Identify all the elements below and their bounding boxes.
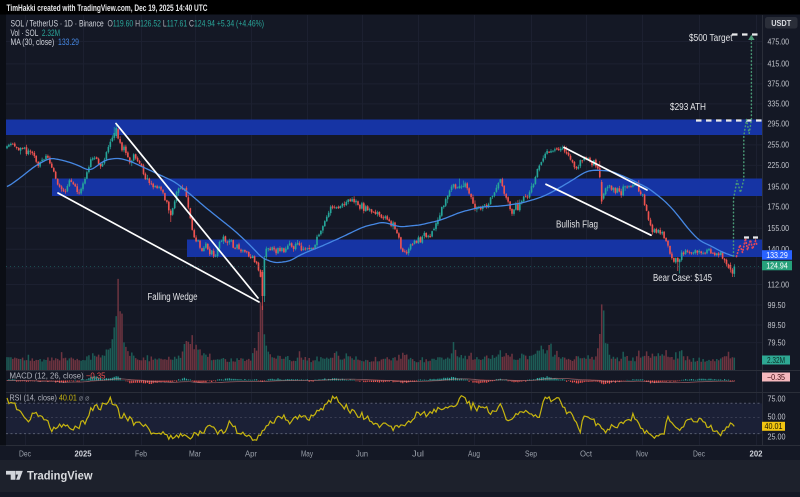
svg-text:124.94: 124.94 [766, 261, 788, 270]
svg-text:Dec: Dec [19, 449, 31, 458]
svg-text:USDT: USDT [771, 19, 791, 28]
svg-text:225.00: 225.00 [768, 161, 790, 170]
svg-text:MA (30, close) 133.29: MA (30, close) 133.29 [11, 37, 80, 47]
svg-text:75.00: 75.00 [768, 394, 787, 403]
svg-text:Jul: Jul [412, 449, 424, 458]
svg-text:79.50: 79.50 [768, 338, 787, 347]
svg-text:Falling Wedge: Falling Wedge [148, 292, 198, 303]
svg-text:SOL / TetherUS · 1D · Binance: SOL / TetherUS · 1D · Binance O119.60 H1… [11, 19, 265, 29]
svg-text:40.01: 40.01 [765, 422, 783, 431]
svg-text:335.00: 335.00 [768, 100, 790, 109]
svg-text:415.00: 415.00 [768, 60, 790, 69]
svg-text:Bullish Flag: Bullish Flag [556, 220, 598, 231]
svg-text:$293 ATH: $293 ATH [670, 102, 706, 113]
svg-text:MACD (12, 26, close) −0.35: MACD (12, 26, close) −0.35 [10, 372, 107, 381]
svg-text:$500 Target: $500 Target [689, 33, 733, 44]
svg-text:Vol · SOL 2.32M: Vol · SOL 2.32M [11, 28, 61, 38]
svg-text:Bear Case: $145: Bear Case: $145 [653, 273, 712, 284]
svg-text:RSI (14, close) 40.01 ⌀ ⌀: RSI (14, close) 40.01 ⌀ ⌀ [10, 394, 90, 403]
svg-text:Nov: Nov [636, 449, 648, 458]
svg-text:295.00: 295.00 [768, 120, 790, 129]
svg-text:99.50: 99.50 [768, 301, 787, 310]
svg-text:195.00: 195.00 [768, 183, 790, 192]
svg-text:375.00: 375.00 [768, 80, 790, 89]
svg-text:Dec: Dec [693, 449, 705, 458]
svg-text:475.00: 475.00 [768, 37, 790, 46]
svg-text:Feb: Feb [135, 449, 147, 458]
svg-text:Apr: Apr [245, 449, 257, 458]
svg-text:133.29: 133.29 [766, 251, 788, 260]
svg-text:May: May [301, 449, 313, 458]
svg-text:Sep: Sep [525, 449, 537, 458]
svg-text:89.50: 89.50 [768, 321, 787, 330]
svg-text:2025: 2025 [75, 449, 93, 458]
svg-text:202: 202 [750, 449, 764, 458]
svg-text:Jun: Jun [356, 449, 368, 458]
svg-text:175.00: 175.00 [768, 203, 790, 212]
svg-text:Mar: Mar [189, 449, 201, 458]
svg-text:Oct: Oct [580, 449, 593, 458]
svg-text:Aug: Aug [468, 449, 480, 458]
svg-text:TimHakki created with TradingV: TimHakki created with TradingView.com, D… [7, 3, 208, 13]
svg-text:50.00: 50.00 [768, 412, 787, 421]
svg-text:2.32M: 2.32M [767, 356, 785, 365]
svg-text:155.00: 155.00 [768, 224, 790, 233]
svg-text:255.00: 255.00 [768, 141, 790, 150]
svg-text:140.00: 140.00 [768, 245, 790, 254]
svg-text:112.00: 112.00 [768, 280, 790, 289]
svg-text:−0.35: −0.35 [767, 373, 786, 382]
svg-text:TradingView: TradingView [27, 471, 93, 483]
svg-text:25.00: 25.00 [768, 432, 787, 441]
